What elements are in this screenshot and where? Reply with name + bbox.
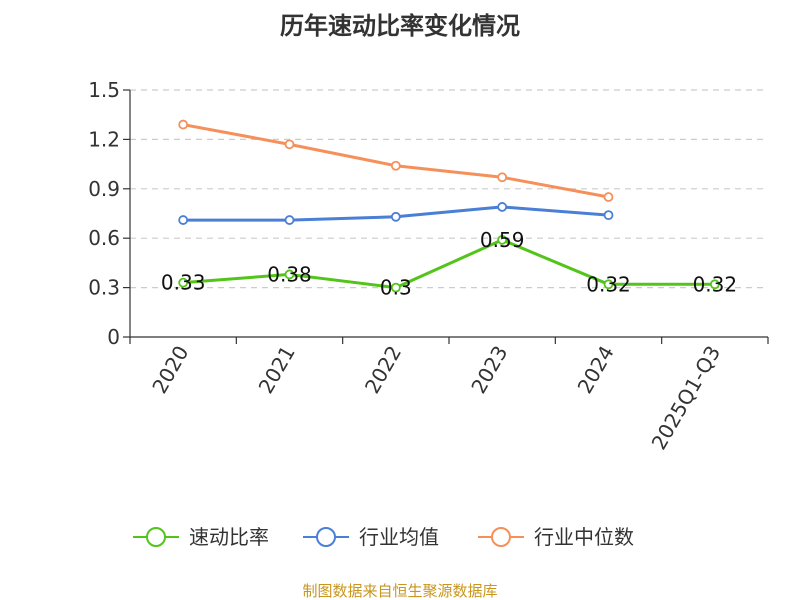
data-point xyxy=(497,172,508,183)
chart-title: 历年速动比率变化情况 xyxy=(280,12,520,40)
data-label: 0.32 xyxy=(693,272,738,296)
data-label: 0.3 xyxy=(380,276,412,300)
y-tick-label: 0.3 xyxy=(88,276,120,300)
data-label: 0.38 xyxy=(267,262,312,286)
source-note: 制图数据来自恒生聚源数据库 xyxy=(302,582,497,600)
legend-item[interactable]: 行业中位数 xyxy=(478,525,634,549)
data-point xyxy=(178,277,189,288)
grid xyxy=(130,89,768,289)
legend-label: 行业中位数 xyxy=(534,525,634,549)
legend-item[interactable]: 速动比率 xyxy=(133,525,269,549)
data-point xyxy=(603,210,614,221)
data-point xyxy=(284,215,295,225)
data-point xyxy=(390,211,401,222)
y-tick-label: 0.6 xyxy=(88,226,120,250)
legend-label: 行业均值 xyxy=(359,525,439,549)
data-point xyxy=(709,279,720,290)
x-tick-label: 2023 xyxy=(466,341,512,397)
data-label: 0.32 xyxy=(586,272,631,296)
data-label: 0.33 xyxy=(161,271,206,295)
x-tick-label: 2024 xyxy=(573,342,619,398)
axes: 0 0.3 0.6 0.9 1.2 1.5 2020 2021 2022 2023 2024 2025… xyxy=(88,78,769,454)
x-tick-label: 2020 xyxy=(147,342,193,398)
y-tick-label: 1.2 xyxy=(88,127,120,151)
legend-item[interactable]: 行业均值 xyxy=(303,525,439,549)
series-line xyxy=(182,123,609,199)
y-tick-label: 0.9 xyxy=(88,177,120,201)
data-point xyxy=(284,269,295,280)
legend[interactable]: 速动比率 行业均值 行业中位数 xyxy=(133,525,634,549)
data-point xyxy=(603,192,614,202)
x-tick-label: 2022 xyxy=(360,342,406,398)
data-point xyxy=(178,215,189,225)
data-point xyxy=(284,139,295,150)
data-point xyxy=(497,234,508,245)
legend-label: 速动比率 xyxy=(189,525,269,549)
series-layer xyxy=(178,119,720,293)
x-tick-label: 2025Q1-Q3 xyxy=(646,342,725,454)
x-tick-label: 2021 xyxy=(254,342,300,398)
y-tick-label: 1.5 xyxy=(88,78,120,102)
data-labels: 0.33 0.38 0.3 0.59 0.32 0.32 xyxy=(161,228,737,300)
data-label: 0.59 xyxy=(480,228,525,252)
data-point xyxy=(390,282,401,293)
data-point xyxy=(178,119,189,130)
y-tick-label: 0 xyxy=(107,325,120,349)
series-line xyxy=(183,238,715,290)
legend-marker xyxy=(316,527,336,547)
data-point xyxy=(603,279,614,290)
data-point xyxy=(390,160,401,171)
data-point xyxy=(497,202,508,212)
legend-marker xyxy=(146,527,166,547)
legend-marker xyxy=(491,527,511,547)
